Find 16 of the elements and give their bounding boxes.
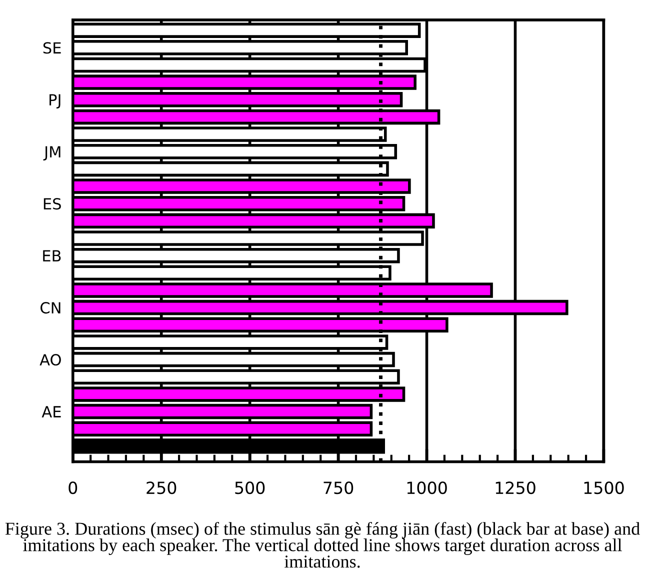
y-tick-label: ES — [44, 198, 61, 210]
caption: Figure 3. Durations (msec) of the stimulus sān gè fáng jiān (fast) (black bar at base) and imitations by each speaker. The vertical dotted line shows target duration across all imitations. — [5, 522, 640, 568]
y-tick-label: CN — [40, 302, 60, 314]
y-tick-label: JM — [43, 146, 60, 160]
x-tick-label: 750 — [324, 482, 354, 494]
x-tick-label: 0 — [68, 482, 78, 494]
x-tick-label: 500 — [235, 482, 265, 494]
x-tick-label: 1500 — [584, 482, 624, 494]
y-tick-label: AE — [42, 406, 61, 418]
x-tick-label: 1250 — [496, 482, 536, 494]
x-tick-label: 250 — [146, 482, 176, 494]
x-tick-label: 1000 — [407, 482, 447, 494]
y-tick-label: SE — [43, 42, 61, 54]
y-tick-label: AO — [40, 354, 61, 366]
y-tick-label: PJ — [50, 94, 60, 108]
y-tick-label: EB — [43, 250, 61, 262]
